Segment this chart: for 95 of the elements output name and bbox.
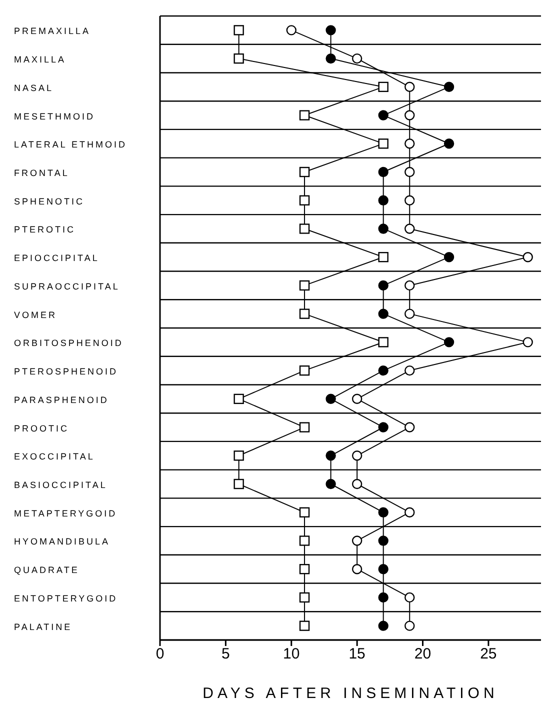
point bbox=[326, 53, 336, 64]
point bbox=[378, 422, 388, 432]
x-axis-title: DAYS AFTER INSEMINATION bbox=[202, 685, 498, 702]
point bbox=[234, 25, 244, 36]
point bbox=[404, 195, 415, 206]
y-tick-label: EXOCCIPITAL bbox=[14, 452, 95, 462]
point bbox=[378, 308, 388, 319]
point bbox=[378, 110, 388, 120]
point bbox=[444, 337, 454, 348]
y-tick-label: EPIOCCIPITAL bbox=[14, 253, 100, 264]
y-tick-label: PALATINE bbox=[14, 622, 72, 632]
x-tick-label: 20 bbox=[414, 646, 432, 663]
point bbox=[404, 507, 415, 518]
y-tick-label: BASIOCCIPITAL bbox=[14, 480, 108, 490]
point bbox=[326, 478, 336, 490]
point bbox=[299, 224, 310, 234]
x-tick-label: 10 bbox=[283, 646, 300, 663]
point bbox=[378, 280, 388, 291]
y-tick-label: PREMAXILLA bbox=[14, 26, 91, 36]
point bbox=[378, 592, 388, 603]
point bbox=[299, 620, 310, 631]
point bbox=[299, 592, 310, 603]
y-tick-label: SUPRAOCCIPITAL bbox=[14, 281, 120, 292]
point bbox=[404, 365, 415, 376]
point bbox=[378, 195, 388, 206]
y-tick-label: ORBITOSPHENOID bbox=[14, 338, 124, 348]
point bbox=[404, 592, 415, 603]
point bbox=[234, 478, 244, 490]
point bbox=[378, 620, 388, 631]
point bbox=[352, 536, 362, 546]
point bbox=[404, 620, 415, 631]
point bbox=[378, 166, 388, 178]
x-tick-label: 0 bbox=[156, 646, 164, 663]
y-tick-label: FRONTAL bbox=[14, 168, 70, 178]
point bbox=[326, 25, 336, 36]
point bbox=[378, 82, 388, 92]
point bbox=[378, 365, 388, 376]
point bbox=[444, 138, 454, 149]
point bbox=[378, 138, 388, 149]
point bbox=[378, 564, 388, 574]
point bbox=[444, 82, 454, 92]
point bbox=[234, 53, 244, 64]
point bbox=[404, 308, 415, 319]
point bbox=[352, 478, 362, 490]
point bbox=[326, 394, 336, 404]
x-tick-label: 25 bbox=[480, 646, 497, 663]
point bbox=[378, 224, 388, 234]
point bbox=[522, 337, 533, 348]
y-tick-label: NASAL bbox=[14, 82, 54, 93]
y-tick-label: VOMER bbox=[14, 310, 58, 320]
point bbox=[404, 224, 415, 234]
point bbox=[404, 110, 415, 120]
y-tick-label: PTEROTIC bbox=[14, 224, 76, 235]
y-tick-label: QUADRATE bbox=[14, 565, 80, 576]
point bbox=[299, 365, 310, 376]
y-tick-label: ENTOPTERYGOID bbox=[14, 593, 118, 604]
point bbox=[522, 252, 533, 262]
point bbox=[326, 450, 336, 461]
point bbox=[299, 507, 310, 518]
point bbox=[299, 422, 310, 432]
point bbox=[378, 536, 388, 546]
y-tick-label: PROOTIC bbox=[14, 423, 70, 434]
point bbox=[404, 82, 415, 92]
point bbox=[299, 280, 310, 291]
point bbox=[286, 25, 296, 36]
point bbox=[444, 252, 454, 262]
y-tick-label: LATERAL ETHMOID bbox=[14, 140, 128, 150]
y-tick-label: MAXILLA bbox=[14, 54, 66, 65]
point bbox=[299, 564, 310, 574]
point bbox=[234, 394, 244, 404]
y-tick-label: PTEROSPHENOID bbox=[14, 366, 118, 377]
point bbox=[234, 450, 244, 461]
point bbox=[352, 450, 362, 461]
point bbox=[299, 166, 310, 178]
point bbox=[404, 138, 415, 149]
point bbox=[352, 564, 362, 574]
point bbox=[404, 166, 415, 178]
point bbox=[404, 422, 415, 432]
point bbox=[378, 507, 388, 518]
point bbox=[299, 308, 310, 319]
point bbox=[378, 252, 388, 262]
point bbox=[299, 195, 310, 206]
point bbox=[299, 536, 310, 546]
y-tick-label: PARASPHENOID bbox=[14, 394, 109, 405]
point bbox=[378, 337, 388, 348]
point bbox=[299, 110, 310, 120]
y-tick-label: SPHENOTIC bbox=[14, 196, 85, 206]
point bbox=[352, 394, 362, 404]
y-tick-label: METAPTERYGOID bbox=[14, 508, 118, 518]
y-tick-label: MESETHMOID bbox=[14, 111, 96, 122]
y-tick-label: HYOMANDIBULA bbox=[14, 536, 110, 547]
x-tick-label: 5 bbox=[222, 646, 230, 663]
x-tick-label: 15 bbox=[348, 646, 366, 663]
point bbox=[352, 53, 362, 64]
point bbox=[404, 280, 415, 291]
